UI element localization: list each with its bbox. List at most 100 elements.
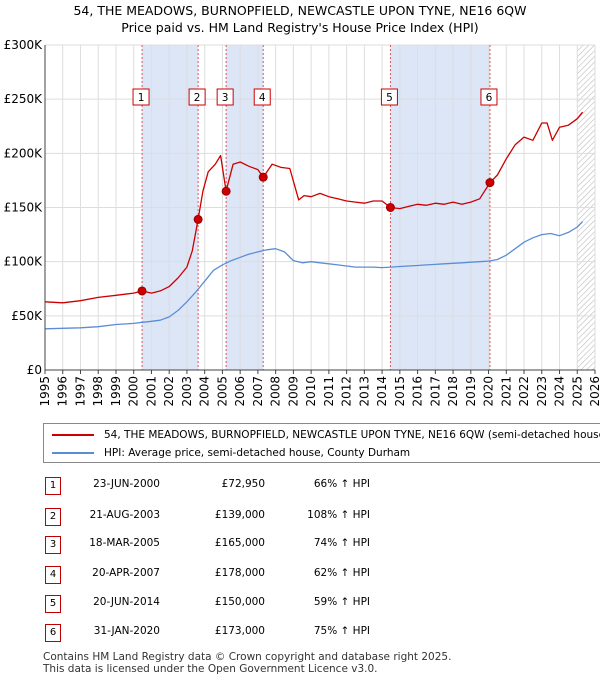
property-price-line [45,111,584,304]
row-price: £173,000 [214,625,265,637]
x-tick-label: 1998 [91,376,105,407]
x-tick-label: 2020 [482,376,496,407]
sale-label: 4 [259,92,266,104]
x-tick-label: 1996 [56,376,70,407]
x-tick-label: 2018 [446,376,460,407]
x-tick-label: 2024 [553,376,567,407]
row-number-badge: 5 [45,595,61,613]
row-date: 21-AUG-2003 [89,509,160,521]
sale-label-box [216,88,234,106]
row-number-badge: 1 [45,477,61,495]
x-tick-label: 2019 [464,376,478,407]
price-chart: 1 2 3 4 5 6 £0 £50K £100K £150K £200K £250K £300K 199… [4,38,600,407]
sale-label-box [480,88,498,106]
sale-point [485,178,495,188]
x-tick-label: 2010 [304,376,318,407]
row-number-badge: 3 [45,536,61,554]
x-tick-label: 2007 [251,376,265,407]
sale-label-box [132,88,150,106]
row-price: £150,000 [214,596,265,608]
x-tick-label: 2003 [180,376,194,407]
y-tick-label: £300K [4,38,44,52]
x-tick-label: 2004 [198,376,212,407]
x-tick-label: 2017 [428,376,442,407]
legend-item-hpi: HPI: Average price, semi-detached house,… [52,445,410,461]
x-tick-label: 2026 [588,376,600,407]
sale-label: 3 [222,92,229,104]
x-tick-label: 2022 [517,376,531,407]
row-date: 31-JAN-2020 [93,625,160,637]
chart-legend: 54, THE MEADOWS, BURNOPFIELD, NEWCASTLE … [43,423,600,463]
x-tick-label: 2011 [322,376,336,407]
table-row: 1 23-JUN-2000 £72,950 66% ↑ HPI [0,473,600,501]
footer-license: This data is licensed under the Open Gov… [43,663,378,675]
legend-swatch-hpi [52,452,94,454]
table-row: 5 20-JUN-2014 £150,000 59% ↑ HPI [0,591,600,619]
y-tick-label: £50K [11,309,43,323]
sale-point [137,286,147,296]
x-tick-label: 2014 [375,376,389,407]
x-tick-label: 2009 [286,376,300,407]
x-tick-label: 2005 [215,376,229,407]
sale-point [385,203,395,212]
row-date: 20-APR-2007 [92,567,160,579]
row-hpi: 62% ↑ HPI [313,567,370,579]
table-row: 6 31-JAN-2020 £173,000 75% ↑ HPI [0,620,600,648]
y-tick-label: £150K [4,201,44,215]
sale-point [221,186,231,196]
legend-label-property: 54, THE MEADOWS, BURNOPFIELD, NEWCASTLE … [104,429,600,441]
sale-label-box [188,88,206,106]
x-tick-label: 2023 [535,376,549,407]
chart-title-line1: 54, THE MEADOWS, BURNOPFIELD, NEWCASTLE … [73,3,527,18]
x-tick-label: 1995 [38,376,52,407]
row-number-badge: 2 [45,508,61,526]
x-tick-label: 2002 [162,376,176,407]
row-hpi: 66% ↑ HPI [313,478,370,490]
table-row: 3 18-MAR-2005 £165,000 74% ↑ HPI [0,532,600,560]
x-tick-label: 2008 [269,376,283,407]
legend-swatch-property [52,434,94,436]
y-tick-label: £0 [27,363,42,377]
table-row: 2 21-AUG-2003 £139,000 108% ↑ HPI [0,504,600,532]
x-tick-label: 2013 [357,376,371,407]
x-tick-label: 2012 [340,376,354,407]
y-tick-label: £250K [4,92,44,106]
row-price: £139,000 [214,509,265,521]
sale-label-box [253,88,271,106]
row-price: £72,950 [221,478,265,490]
sale-point [258,172,268,182]
row-hpi: 108% ↑ HPI [307,509,370,521]
x-tick-label: 2021 [499,376,513,407]
row-price: £178,000 [214,567,265,579]
x-tick-label: 2025 [570,376,584,407]
row-date: 18-MAR-2005 [89,537,160,549]
x-tick-label: 2001 [144,376,158,407]
row-number-badge: 4 [45,566,61,584]
sale-label: 6 [486,92,493,104]
legend-item-property: 54, THE MEADOWS, BURNOPFIELD, NEWCASTLE … [52,427,600,443]
row-hpi: 75% ↑ HPI [313,625,370,637]
x-tick-label: 2015 [393,376,407,407]
x-tick-label: 2016 [411,376,425,407]
sale-label: 5 [386,92,393,104]
legend-label-hpi: HPI: Average price, semi-detached house,… [104,447,411,459]
chart-title-line2: Price paid vs. HM Land Registry's House … [121,20,479,35]
y-tick-label: £100K [4,255,44,269]
x-tick-label: 1999 [109,376,123,407]
sale-label: 2 [194,92,201,104]
y-tick-label: £200K [4,146,44,160]
row-date: 20-JUN-2014 [93,596,160,608]
x-tick-label: 2000 [127,376,141,407]
row-hpi: 74% ↑ HPI [313,537,370,549]
row-number-badge: 6 [45,624,61,642]
row-hpi: 59% ↑ HPI [313,596,370,608]
x-tick-label: 2006 [233,376,247,407]
hpi-line [45,221,584,330]
sale-point [193,214,203,224]
sale-label: 1 [138,92,145,104]
x-tick-label: 1997 [73,376,87,407]
sale-label-box [380,88,398,106]
table-row: 4 20-APR-2007 £178,000 62% ↑ HPI [0,562,600,590]
row-date: 23-JUN-2000 [93,478,160,490]
row-price: £165,000 [214,537,265,549]
